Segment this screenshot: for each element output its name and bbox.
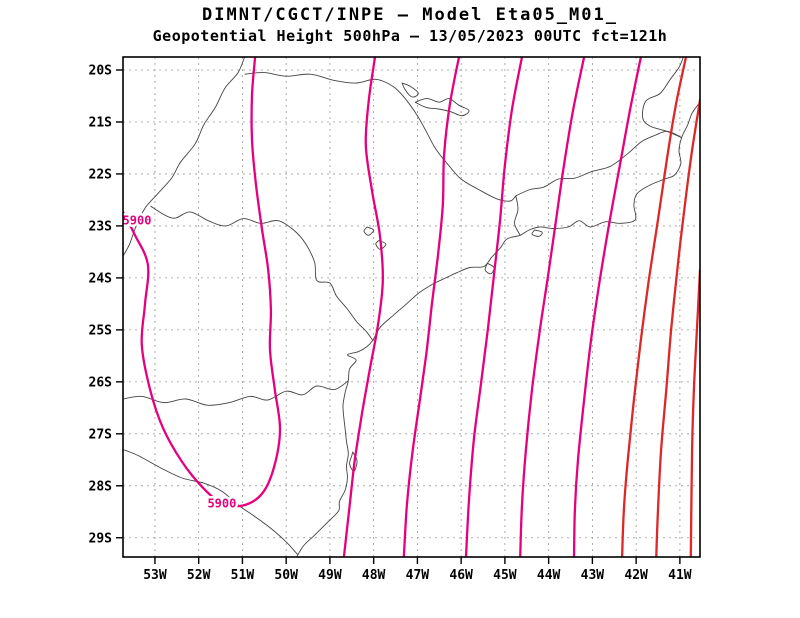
contour-line [689,268,700,557]
lon-tick-label: 47W [406,568,430,583]
lake-or-island [349,451,358,472]
lon-tick-label: 44W [537,568,561,583]
tick-layer: 53W 52W 51W 50W 49W 48W 47W 46W 45W 44W 43W 42W 41W 2… [89,63,692,583]
state-border [123,380,349,406]
state-border [244,72,517,202]
lat-tick-label: 22S [89,167,113,182]
lon-tick-label: 53W [143,568,167,583]
chart-title-line-2: Geopotential Height 500hPa – 13/05/2023 … [152,27,668,45]
lake-or-island [401,82,419,98]
lat-tick-label: 27S [89,427,113,442]
lake-or-island [484,262,495,275]
state-border [123,448,299,556]
contour-line [464,57,524,557]
lon-tick-label: 50W [274,568,298,583]
contour-line [519,57,586,557]
contour-layer [123,57,700,557]
chart-title-line-1: DIMNT/CGCT/INPE – Model Eta05_M01_ [202,5,618,25]
lon-tick-label: 43W [581,568,605,583]
contour-line [123,57,282,508]
contour-line [655,98,700,557]
lake-or-island [531,229,543,237]
lat-tick-label: 21S [89,115,113,130]
lon-tick-label: 42W [624,568,648,583]
lon-tick-label: 46W [449,568,473,583]
lat-tick-label: 24S [89,271,113,286]
map-frame [122,56,701,558]
lon-tick-label: 48W [362,568,386,583]
lon-tick-label: 45W [493,568,517,583]
state-border [514,195,521,236]
lon-tick-label: 41W [668,568,692,583]
lon-tick-label: 49W [318,568,342,583]
contour-line [402,57,461,557]
contour-line [620,57,688,557]
state-border [515,130,682,197]
lat-tick-label: 29S [89,531,113,546]
lake-or-island [363,226,375,236]
contour-line [342,57,384,557]
state-border [123,57,246,257]
coastline [296,101,700,557]
lon-tick-label: 52W [187,568,211,583]
grid-layer [123,57,700,557]
lat-tick-label: 20S [89,63,113,78]
lat-tick-label: 25S [89,323,113,338]
lat-tick-label: 23S [89,219,113,234]
contour-line [572,57,643,557]
contour-label: 5900 [207,497,236,511]
lat-tick-label: 26S [89,375,113,390]
state-border [150,205,374,341]
lake-or-island [414,98,470,117]
lat-tick-label: 28S [89,479,113,494]
lon-tick-label: 51W [231,568,255,583]
lake-or-island [375,240,387,250]
state-border [642,57,684,139]
contour-label: 5900 [123,213,152,227]
geography-layer [123,57,700,557]
